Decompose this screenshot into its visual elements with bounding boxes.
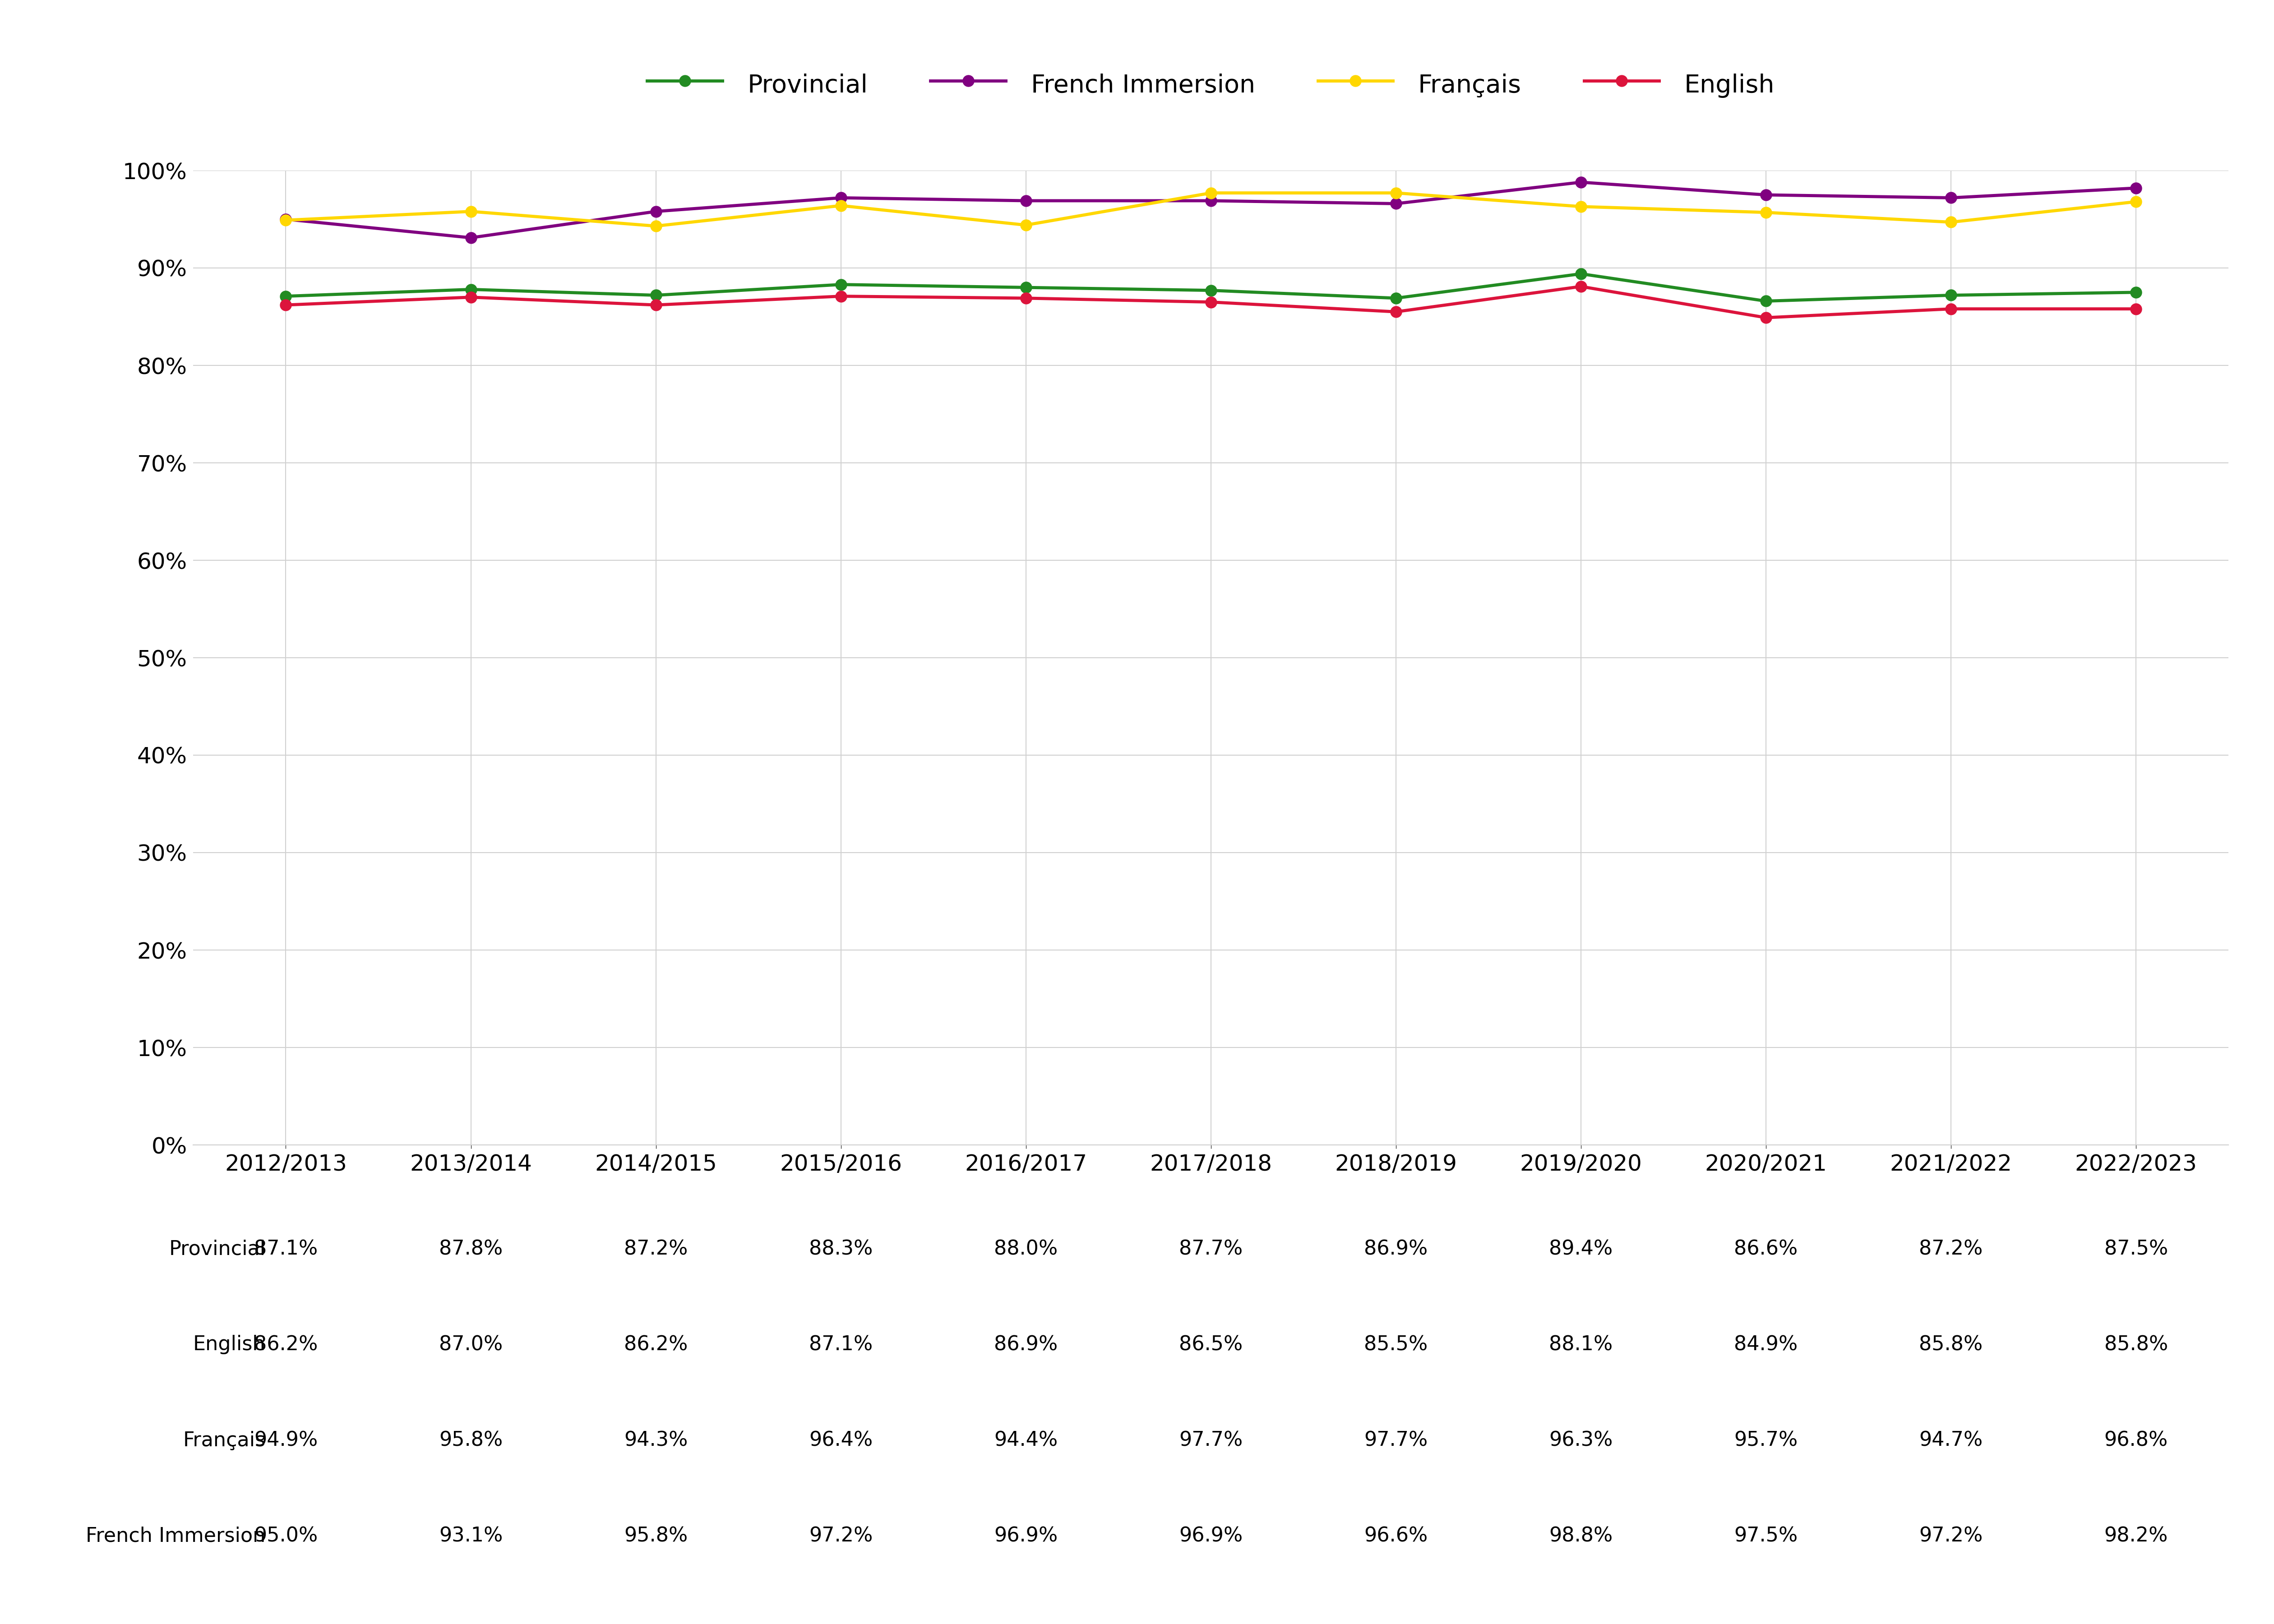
- Text: French Immersion: French Immersion: [86, 1527, 266, 1546]
- French Immersion: [2122, 179, 2149, 198]
- Text: 96.4%: 96.4%: [810, 1431, 873, 1450]
- Text: 98.8%: 98.8%: [1549, 1527, 1612, 1546]
- Text: 93.1%: 93.1%: [439, 1527, 503, 1546]
- Français: [273, 211, 300, 231]
- English: [273, 296, 300, 315]
- Provincial: [641, 286, 669, 305]
- English: [1012, 289, 1039, 309]
- French Immersion: [641, 201, 669, 221]
- Provincial: [828, 274, 855, 294]
- English: [1198, 292, 1226, 312]
- Text: 88.3%: 88.3%: [810, 1239, 873, 1259]
- Provincial: [1012, 278, 1039, 297]
- Français: [2122, 192, 2149, 211]
- Line: Provincial: Provincial: [280, 268, 2142, 307]
- Text: 88.1%: 88.1%: [1549, 1335, 1612, 1354]
- Français: [1198, 184, 1226, 203]
- Provincial: [1753, 291, 1781, 310]
- Line: Français: Français: [280, 187, 2142, 232]
- French Immersion: [1753, 185, 1781, 205]
- Text: 97.5%: 97.5%: [1735, 1527, 1799, 1546]
- Text: 97.7%: 97.7%: [1178, 1431, 1244, 1450]
- Provincial: [273, 286, 300, 305]
- French Immersion: [1198, 192, 1226, 211]
- Français: [1012, 216, 1039, 235]
- Text: 86.9%: 86.9%: [1364, 1239, 1428, 1259]
- French Immersion: [828, 188, 855, 208]
- Text: 84.9%: 84.9%: [1735, 1335, 1799, 1354]
- English: [1753, 309, 1781, 328]
- Text: 95.8%: 95.8%: [439, 1431, 503, 1450]
- Provincial: [457, 279, 484, 299]
- English: [457, 287, 484, 307]
- Text: 85.8%: 85.8%: [1919, 1335, 1983, 1354]
- Text: 94.3%: 94.3%: [623, 1431, 687, 1450]
- Text: 95.7%: 95.7%: [1735, 1431, 1799, 1450]
- Provincial: [1937, 286, 1965, 305]
- English: [641, 296, 669, 315]
- Text: 87.0%: 87.0%: [439, 1335, 503, 1354]
- Text: 94.9%: 94.9%: [255, 1431, 318, 1450]
- French Immersion: [273, 209, 300, 229]
- Text: 87.2%: 87.2%: [1919, 1239, 1983, 1259]
- Text: Provincial: Provincial: [168, 1239, 266, 1259]
- Text: 97.2%: 97.2%: [1919, 1527, 1983, 1546]
- Text: 87.2%: 87.2%: [623, 1239, 687, 1259]
- Text: 96.9%: 96.9%: [994, 1527, 1057, 1546]
- Text: 88.0%: 88.0%: [994, 1239, 1057, 1259]
- Text: 94.4%: 94.4%: [994, 1431, 1057, 1450]
- Text: English: English: [193, 1335, 266, 1354]
- French Immersion: [1012, 192, 1039, 211]
- Provincial: [1567, 265, 1594, 284]
- Text: 87.7%: 87.7%: [1178, 1239, 1244, 1259]
- Text: 86.2%: 86.2%: [255, 1335, 318, 1354]
- Text: 98.2%: 98.2%: [2103, 1527, 2167, 1546]
- English: [2122, 299, 2149, 318]
- Text: Français: Français: [182, 1431, 266, 1450]
- Text: 96.8%: 96.8%: [2103, 1431, 2167, 1450]
- Français: [1753, 203, 1781, 222]
- Provincial: [1383, 289, 1410, 309]
- Text: 86.5%: 86.5%: [1178, 1335, 1244, 1354]
- English: [1567, 276, 1594, 296]
- Français: [457, 201, 484, 221]
- Text: 87.5%: 87.5%: [2103, 1239, 2167, 1259]
- French Immersion: [1383, 193, 1410, 213]
- Text: 86.2%: 86.2%: [623, 1335, 687, 1354]
- Provincial: [1198, 281, 1226, 300]
- French Immersion: [1937, 188, 1965, 208]
- Text: 87.1%: 87.1%: [255, 1239, 318, 1259]
- French Immersion: [457, 227, 484, 247]
- Text: 87.8%: 87.8%: [439, 1239, 503, 1259]
- Text: 87.1%: 87.1%: [810, 1335, 873, 1354]
- Text: 95.0%: 95.0%: [255, 1527, 318, 1546]
- English: [1937, 299, 1965, 318]
- Français: [1383, 184, 1410, 203]
- Text: 89.4%: 89.4%: [1549, 1239, 1612, 1259]
- Text: 85.5%: 85.5%: [1364, 1335, 1428, 1354]
- Provincial: [2122, 283, 2149, 302]
- Text: 94.7%: 94.7%: [1919, 1431, 1983, 1450]
- Legend: Provincial, French Immersion, Français, English: Provincial, French Immersion, Français, …: [634, 57, 1787, 112]
- Text: 96.3%: 96.3%: [1549, 1431, 1612, 1450]
- Français: [828, 197, 855, 216]
- Line: English: English: [280, 281, 2142, 323]
- Text: 86.6%: 86.6%: [1735, 1239, 1799, 1259]
- English: [828, 286, 855, 305]
- Text: 96.9%: 96.9%: [1178, 1527, 1244, 1546]
- Français: [1937, 213, 1965, 232]
- Line: French Immersion: French Immersion: [280, 177, 2142, 244]
- French Immersion: [1567, 172, 1594, 192]
- Text: 85.8%: 85.8%: [2103, 1335, 2167, 1354]
- Français: [1567, 197, 1594, 216]
- Text: 97.7%: 97.7%: [1364, 1431, 1428, 1450]
- Text: 86.9%: 86.9%: [994, 1335, 1057, 1354]
- Text: 96.6%: 96.6%: [1364, 1527, 1428, 1546]
- Text: 97.2%: 97.2%: [810, 1527, 873, 1546]
- Text: 95.8%: 95.8%: [623, 1527, 687, 1546]
- English: [1383, 302, 1410, 322]
- Français: [641, 216, 669, 235]
